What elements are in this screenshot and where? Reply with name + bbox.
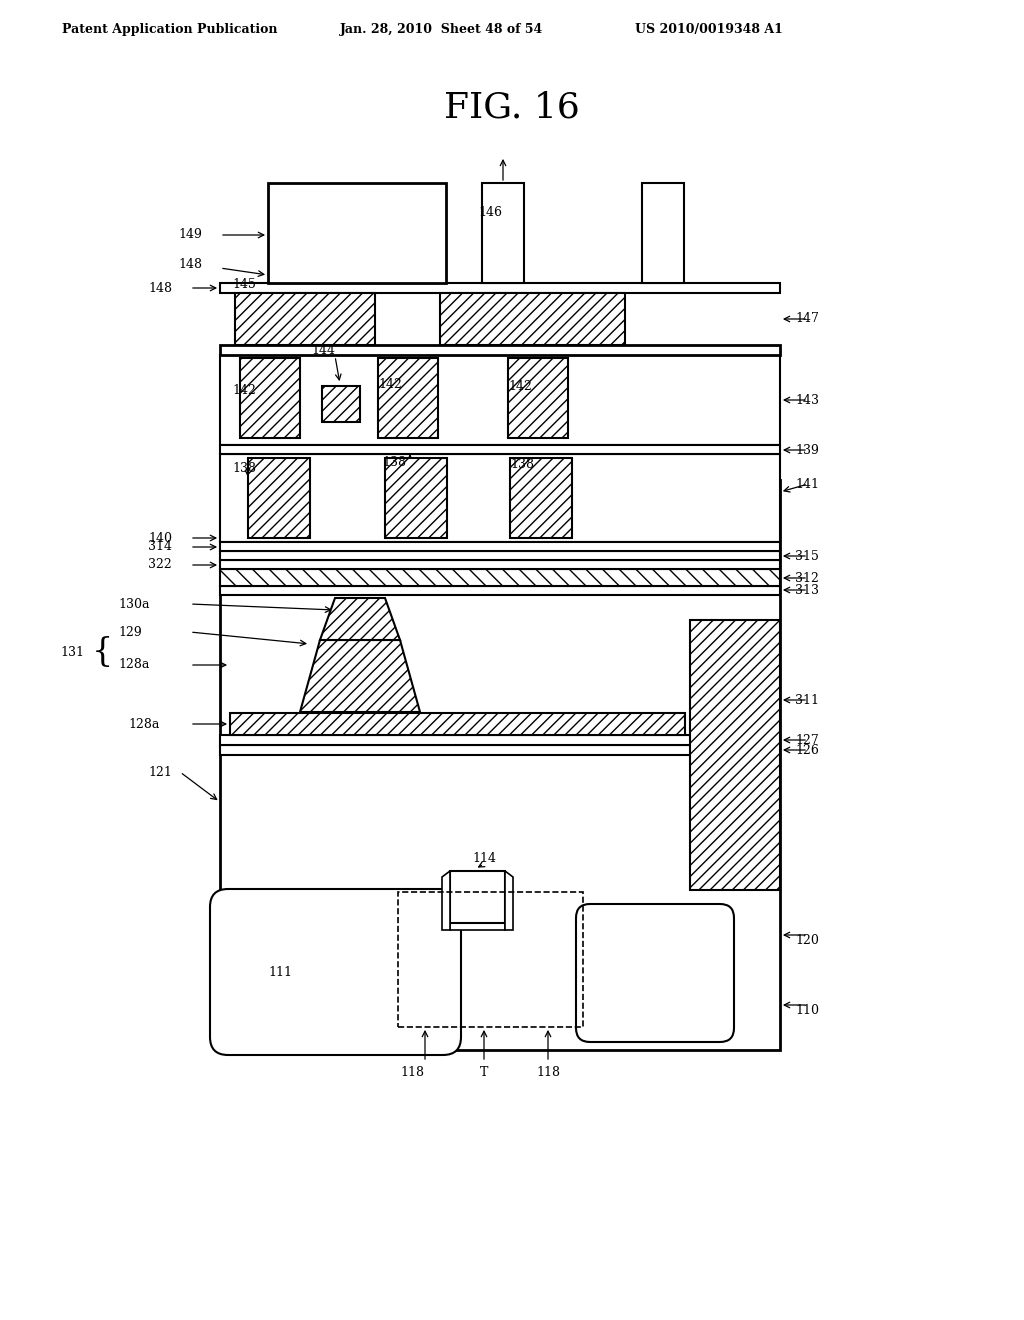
Text: 128a: 128a [128, 718, 160, 730]
Bar [378, 358, 438, 438]
FancyBboxPatch shape [210, 888, 461, 1055]
Bar [220, 550, 780, 560]
Bar [450, 871, 505, 923]
Polygon shape [442, 871, 450, 931]
Text: 311: 311 [795, 693, 819, 706]
Bar [398, 892, 583, 1027]
Text: US 2010/0019348 A1: US 2010/0019348 A1 [635, 24, 783, 37]
Bar [220, 543, 780, 550]
Text: Patent Application Publication: Patent Application Publication [62, 24, 278, 37]
Text: 149: 149 [178, 228, 202, 242]
Text: FIG. 16: FIG. 16 [444, 90, 580, 124]
Bar [220, 560, 780, 569]
Text: 141: 141 [795, 478, 819, 491]
Bar [220, 445, 780, 454]
Text: 120: 120 [795, 933, 819, 946]
Text: 142: 142 [232, 384, 256, 396]
Text: 118: 118 [400, 1065, 424, 1078]
Text: 147: 147 [795, 313, 819, 326]
Text: 129: 129 [118, 626, 141, 639]
Text: 142: 142 [508, 380, 531, 392]
Bar [220, 735, 780, 744]
Bar [220, 569, 780, 586]
Text: 121: 121 [148, 766, 172, 779]
Text: 148: 148 [148, 281, 172, 294]
Text: 322: 322 [148, 558, 172, 572]
Text: 110: 110 [795, 1003, 819, 1016]
Bar [220, 345, 780, 355]
Bar [240, 358, 300, 438]
Polygon shape [300, 640, 420, 711]
Bar [220, 454, 780, 543]
Text: 139: 139 [795, 444, 819, 457]
Text: 312: 312 [795, 572, 819, 585]
Bar [220, 744, 780, 755]
Text: 131: 131 [60, 645, 84, 659]
Text: 144: 144 [311, 343, 335, 356]
Text: {: { [91, 636, 113, 668]
Text: 142: 142 [378, 378, 401, 391]
Text: 314: 314 [148, 540, 172, 553]
Bar [234, 293, 375, 345]
Bar [248, 458, 310, 539]
Bar [220, 586, 780, 595]
Polygon shape [319, 598, 400, 640]
Text: 114: 114 [472, 851, 496, 865]
Bar [508, 358, 568, 438]
Text: 138: 138 [232, 462, 256, 474]
Bar [220, 355, 780, 445]
Text: 138: 138 [382, 455, 406, 469]
Bar [268, 183, 446, 282]
Bar [510, 458, 572, 539]
Text: 130a: 130a [118, 598, 150, 610]
Text: 127: 127 [795, 734, 819, 747]
Bar [220, 282, 780, 293]
Bar [220, 480, 780, 1049]
Text: T: T [480, 1065, 488, 1078]
Bar [482, 183, 524, 282]
FancyBboxPatch shape [575, 904, 734, 1041]
Text: 146: 146 [478, 206, 502, 219]
Text: 140: 140 [148, 532, 172, 544]
Text: 111: 111 [268, 965, 292, 978]
Text: 126: 126 [795, 743, 819, 756]
Text: Jan. 28, 2010  Sheet 48 of 54: Jan. 28, 2010 Sheet 48 of 54 [340, 24, 544, 37]
Bar [385, 458, 447, 539]
Bar [450, 923, 505, 931]
Polygon shape [505, 871, 513, 931]
Text: 138: 138 [510, 458, 534, 470]
Text: 145: 145 [232, 277, 256, 290]
Bar [230, 713, 685, 735]
Bar [322, 385, 360, 422]
Text: 148: 148 [178, 259, 202, 272]
Text: 313: 313 [795, 583, 819, 597]
Bar [440, 293, 625, 345]
Text: 128a: 128a [118, 659, 150, 672]
Bar [642, 183, 684, 282]
Bar [690, 620, 780, 890]
Text: 118: 118 [536, 1065, 560, 1078]
Text: 143: 143 [795, 393, 819, 407]
Text: 315: 315 [795, 549, 819, 562]
